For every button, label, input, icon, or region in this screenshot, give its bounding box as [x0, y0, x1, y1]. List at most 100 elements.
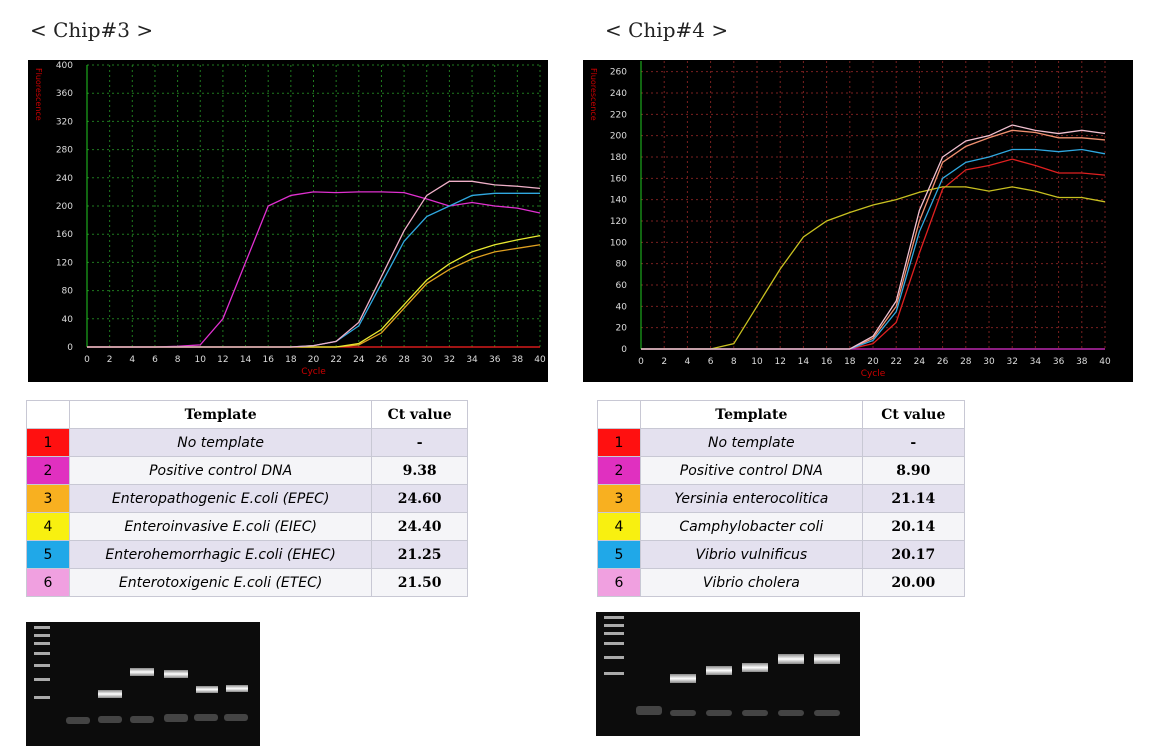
x-tick-label: 4: [129, 355, 135, 365]
row-number: 3: [597, 484, 641, 513]
y-axis-label: Fluorescence: [589, 68, 598, 121]
y-tick-label: 180: [610, 153, 627, 163]
row-number: 1: [597, 428, 641, 457]
y-tick-label: 20: [616, 324, 628, 334]
y-tick-label: 60: [616, 281, 628, 291]
row-number: 5: [26, 540, 70, 569]
row-number: 6: [26, 568, 70, 597]
x-tick-label: 10: [751, 357, 763, 367]
x-tick-label: 32: [1006, 357, 1017, 367]
x-tick-label: 22: [890, 357, 901, 367]
y-tick-label: 0: [621, 345, 627, 355]
x-axis-label: Cycle: [301, 367, 326, 377]
x-tick-label: 24: [353, 355, 365, 365]
y-tick-label: 320: [56, 117, 73, 127]
data-line: [641, 186, 1106, 350]
table-row: 6 Enterotoxigenic E.coli (ETEC) 21.50: [26, 568, 468, 597]
ct-value-cell: -: [861, 428, 966, 457]
x-tick-label: 12: [774, 357, 785, 367]
y-tick-label: 200: [610, 132, 627, 142]
table: Template Ct value 1 No template -2 Positive c…: [26, 400, 468, 597]
template-cell: Enteroinvasive E.coli (EIEC): [68, 512, 373, 541]
x-tick-label: 38: [1076, 357, 1088, 367]
ct-value-cell: 21.14: [861, 484, 966, 513]
x-tick-label: 30: [983, 357, 995, 367]
y-tick-label: 40: [616, 302, 628, 312]
table-row: 3 Enteropathogenic E.coli (EPEC) 24.60: [26, 484, 468, 513]
header-cell: Template: [640, 400, 863, 429]
x-tick-label: 30: [421, 355, 433, 365]
y-tick-label: 120: [610, 217, 627, 227]
ct-value-cell: 24.40: [371, 512, 468, 541]
ct-value-cell: 20.14: [861, 512, 966, 541]
table-row: 4 Camphylobacter coli 20.14: [597, 512, 966, 541]
row-number: 6: [597, 568, 641, 597]
x-tick-label: 36: [1053, 357, 1065, 367]
gel-image: [596, 612, 860, 736]
ct-value-cell: -: [371, 428, 468, 457]
table-row: 3 Yersinia enterocolitica 21.14: [597, 484, 966, 513]
y-tick-label: 240: [610, 89, 627, 99]
table-row: 5 Vibrio vulnificus 20.17: [597, 540, 966, 569]
row-number: 4: [26, 512, 70, 541]
y-tick-label: 80: [62, 287, 74, 297]
header-cell: [597, 400, 641, 429]
x-tick-label: 38: [512, 355, 524, 365]
x-tick-label: 8: [175, 355, 181, 365]
x-tick-label: 34: [466, 355, 478, 365]
x-tick-label: 14: [798, 357, 810, 367]
x-tick-label: 26: [937, 357, 949, 367]
table-row: 1 No template -: [26, 428, 468, 457]
header-row: Template Ct value: [26, 400, 468, 429]
template-cell: Vibrio vulnificus: [640, 540, 863, 569]
x-tick-label: 10: [195, 355, 207, 365]
row-number: 5: [597, 540, 641, 569]
x-axis-label: Cycle: [861, 369, 886, 379]
x-tick-label: 4: [685, 357, 691, 367]
ct-value-cell: 9.38: [371, 456, 468, 485]
data-line: [641, 124, 1106, 350]
y-tick-label: 100: [610, 238, 627, 248]
x-tick-label: 6: [152, 355, 158, 365]
y-tick-label: 220: [610, 110, 627, 120]
y-tick-label: 360: [56, 89, 73, 99]
x-tick-label: 20: [308, 355, 320, 365]
y-tick-label: 120: [56, 258, 73, 268]
gel-image: [26, 622, 260, 746]
ct-value-cell: 21.25: [371, 540, 468, 569]
header-cell: [26, 400, 70, 429]
table-row: 6 Vibrio cholera 20.00: [597, 568, 966, 597]
x-tick-label: 2: [107, 355, 113, 365]
x-tick-label: 32: [444, 355, 455, 365]
x-tick-label: 14: [240, 355, 252, 365]
table-row: 4 Enteroinvasive E.coli (EIEC) 24.40: [26, 512, 468, 541]
x-tick-label: 26: [376, 355, 388, 365]
x-tick-label: 16: [262, 355, 274, 365]
row-number: 1: [26, 428, 70, 457]
y-tick-label: 260: [610, 68, 627, 78]
y-tick-label: 400: [56, 61, 73, 71]
x-tick-label: 34: [1030, 357, 1042, 367]
x-tick-label: 12: [217, 355, 228, 365]
x-tick-label: 28: [960, 357, 972, 367]
y-tick-label: 160: [56, 230, 73, 240]
x-tick-label: 24: [914, 357, 926, 367]
y-tick-label: 200: [56, 202, 73, 212]
header-cell: Ct value: [861, 400, 966, 429]
x-tick-label: 40: [1099, 357, 1111, 367]
row-number: 2: [26, 456, 70, 485]
template-cell: No template: [68, 428, 373, 457]
ct-value-cell: 8.90: [861, 456, 966, 485]
header-cell: Ct value: [371, 400, 468, 429]
ct-value-cell: 24.60: [371, 484, 468, 513]
data-line: [87, 180, 541, 348]
y-tick-label: 0: [67, 343, 73, 353]
template-cell: Vibrio cholera: [640, 568, 863, 597]
row-number: 3: [26, 484, 70, 513]
x-tick-label: 40: [534, 355, 546, 365]
x-tick-label: 18: [285, 355, 297, 365]
x-tick-label: 8: [731, 357, 737, 367]
y-tick-label: 280: [56, 146, 73, 156]
